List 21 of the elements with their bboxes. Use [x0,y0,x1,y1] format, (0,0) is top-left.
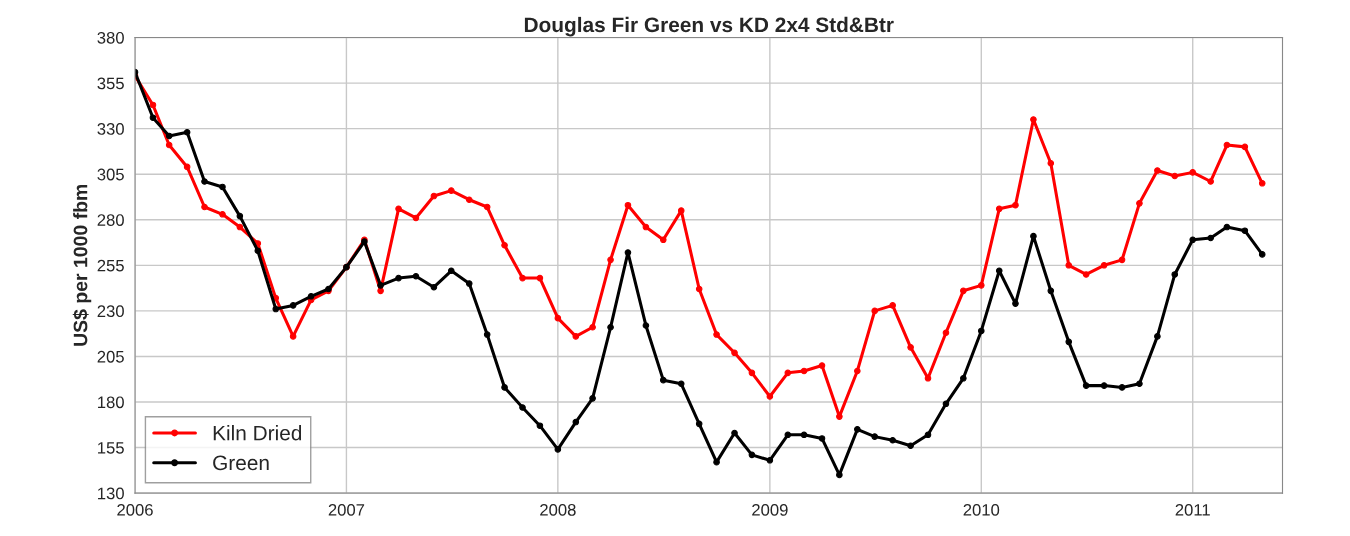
x-tick-label: 2009 [752,503,788,516]
y-tick-label: 255 [97,259,124,272]
y-tick-label: 180 [98,396,124,409]
chart-title: Douglas Fir Green vs KD 2x4 Std&Btr [524,16,894,37]
y-tick-label: 380 [97,31,124,44]
x-tick-label: 2010 [963,503,1000,516]
legend-label: Green [213,455,269,471]
y-tick-label: 155 [98,442,124,454]
x-tick-label: 2011 [1175,503,1210,516]
y-tick-label: 280 [97,214,124,226]
y-tick-label: 130 [98,487,124,500]
y-tick-label: 205 [97,350,124,363]
y-tick-label: 355 [97,77,124,90]
x-tick-label: 2008 [540,503,576,516]
y-tick-label: 330 [97,123,124,135]
legend-label: Kiln Dried [213,425,302,441]
x-tick-label: 2007 [328,503,365,516]
y-tick-label: 230 [97,305,124,318]
y-axis-title: US$ per 1000 fbm [72,184,92,346]
y-tick-label: 305 [97,168,124,181]
x-tick-label: 2006 [117,503,153,516]
